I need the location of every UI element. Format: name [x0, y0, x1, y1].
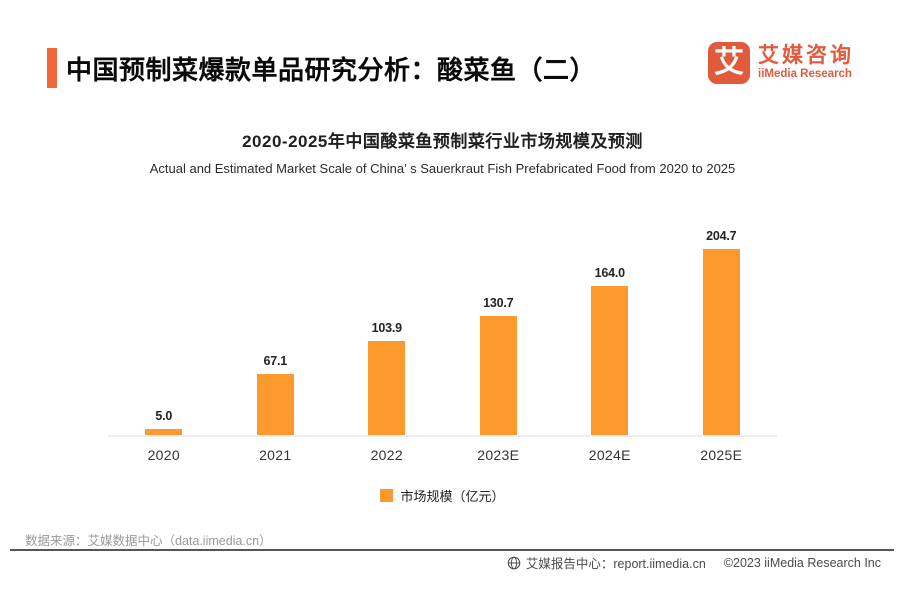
iimedia-logo: 艾 艾媒咨询 iiMedia Research	[708, 42, 854, 84]
brand-name-cn: 艾媒咨询	[758, 44, 854, 67]
copyright-text: ©2023 iiMedia Research Inc	[723, 555, 881, 570]
chart-legend: 市场规模（亿元）	[108, 486, 777, 505]
bar-value-2023E: 130.7	[483, 296, 514, 311]
globe-icon	[507, 556, 521, 569]
x-axis-slot-2024E: 2024E	[554, 447, 666, 463]
bar-slot-2023E: 130.7	[443, 222, 555, 435]
plot-area: 5.0 67.1 103.9 130.7 164.0 204.7	[108, 222, 777, 437]
chart-subtitle: Actual and Estimated Market Scale of Chi…	[149, 161, 736, 176]
x-axis-label-2021: 2021	[259, 447, 292, 463]
chart-title: 2020-2025年中国酸菜鱼预制菜行业市场规模及预测	[242, 132, 643, 151]
x-axis-label-2023E: 2023E	[477, 447, 520, 463]
legend-swatch	[380, 489, 394, 502]
brand-name-en: iiMedia Research	[758, 68, 852, 81]
x-axis-label-2020: 2020	[147, 447, 180, 463]
bar-2022	[368, 340, 406, 435]
bar-value-2021: 67.1	[263, 354, 288, 368]
bar-slot-2025E: 204.7	[666, 222, 778, 435]
bar-value-2024E: 164.0	[594, 266, 625, 280]
iimedia-logo-text: 艾媒咨询 iiMedia Research	[758, 42, 854, 82]
bar-slot-2020: 5.0	[108, 222, 220, 435]
report-center-url: 艾媒报告中心：report.iimedia.cn	[525, 557, 706, 571]
bar-value-2022: 103.9	[371, 320, 402, 335]
bar-2024E	[591, 286, 629, 435]
bar-2021	[256, 374, 294, 435]
page-title: 中国预制菜爆款单品研究分析：酸菜鱼（二）	[66, 54, 597, 85]
x-axis-slot-2022: 2022	[331, 447, 443, 463]
bar-slot-2024E: 164.0	[554, 222, 666, 435]
legend-label: 市场规模（亿元）	[400, 489, 505, 504]
bar-2025E	[702, 249, 740, 435]
data-source-note: 数据来源：艾媒数据中心（data.iimedia.cn）	[25, 534, 272, 548]
footer-report-info: 艾媒报告中心：report.iimedia.cn ©2023 iiMedia R…	[507, 553, 881, 572]
bar-slot-2022: 103.9	[331, 222, 443, 435]
bar-value-2020: 5.0	[155, 409, 173, 423]
footer-divider	[10, 549, 894, 551]
iimedia-logo-icon: 艾	[708, 42, 750, 84]
bar-slot-2021: 67.1	[220, 222, 332, 435]
x-axis: 2020 2021 2022 2023E 2024E 2025E	[108, 447, 777, 463]
x-axis-slot-2025E: 2025E	[666, 447, 778, 463]
chart-header: 2020-2025年中国酸菜鱼预制菜行业市场规模及预测 Actual and E…	[108, 127, 777, 176]
bar-2023E	[479, 316, 517, 435]
title-accent-bar	[47, 48, 57, 88]
x-axis-slot-2021: 2021	[220, 447, 332, 463]
x-axis-slot-2020: 2020	[108, 447, 220, 463]
bar-value-2025E: 204.7	[706, 229, 737, 243]
x-axis-label-2022: 2022	[370, 447, 403, 463]
x-axis-slot-2023E: 2023E	[443, 447, 555, 463]
x-axis-label-2025E: 2025E	[700, 447, 743, 463]
bar-2020	[145, 429, 183, 435]
x-axis-label-2024E: 2024E	[588, 447, 631, 463]
